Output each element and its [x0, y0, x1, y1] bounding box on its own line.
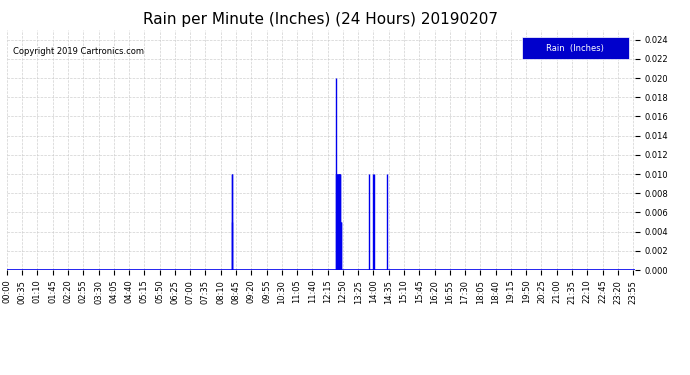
Text: Rain  (Inches): Rain (Inches)	[546, 44, 604, 52]
FancyBboxPatch shape	[522, 37, 629, 59]
Title: Rain per Minute (Inches) (24 Hours) 20190207: Rain per Minute (Inches) (24 Hours) 2019…	[144, 12, 498, 27]
Text: Copyright 2019 Cartronics.com: Copyright 2019 Cartronics.com	[13, 47, 144, 56]
